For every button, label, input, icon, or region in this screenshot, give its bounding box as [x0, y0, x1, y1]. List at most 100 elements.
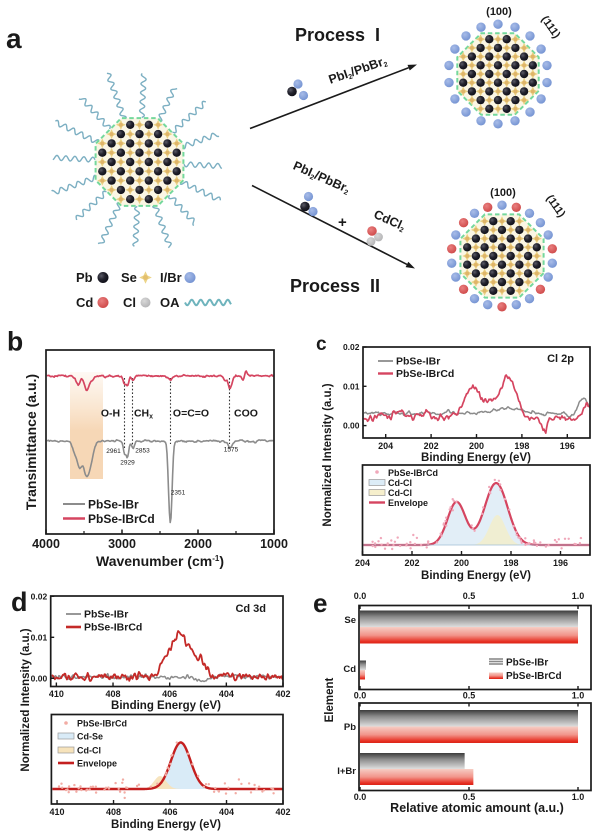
svg-text:O=C=O: O=C=O: [173, 408, 209, 420]
svg-text:Transimittance (a.u.): Transimittance (a.u.): [23, 374, 39, 510]
svg-text:Relative atomic amount (a.u.): Relative atomic amount (a.u.): [390, 801, 564, 815]
svg-text:Cd-Cl: Cd-Cl: [77, 746, 101, 756]
svg-text:COO: COO: [234, 408, 258, 420]
svg-text:a: a: [6, 23, 22, 54]
svg-text:PbSe-IBr: PbSe-IBr: [506, 658, 548, 669]
svg-text:1.0: 1.0: [572, 591, 585, 601]
svg-text:O-H: O-H: [101, 408, 120, 420]
svg-text:408: 408: [106, 689, 121, 699]
svg-text:0.00: 0.00: [343, 421, 360, 431]
svg-text:198: 198: [514, 441, 529, 451]
svg-text:204: 204: [355, 558, 370, 568]
svg-text:(111): (111): [539, 14, 563, 41]
svg-text:Normalized Intensity (a.u.): Normalized Intensity (a.u.): [322, 383, 334, 526]
svg-text:2351: 2351: [171, 490, 186, 497]
svg-text:0.01: 0.01: [31, 632, 48, 642]
svg-text:406: 406: [163, 807, 178, 817]
svg-text:200: 200: [454, 558, 469, 568]
svg-text:202: 202: [404, 558, 419, 568]
svg-text:OA: OA: [160, 295, 180, 310]
svg-text:0.5: 0.5: [463, 792, 476, 802]
svg-text:Cl 2p: Cl 2p: [547, 353, 574, 365]
svg-text:0.02: 0.02: [343, 342, 360, 352]
svg-text:Element: Element: [324, 677, 336, 722]
svg-text:2961: 2961: [106, 448, 121, 455]
svg-text:PbI2/PbBr2: PbI2/PbBr2: [327, 54, 389, 88]
svg-text:e: e: [313, 588, 327, 618]
svg-text:Cd: Cd: [76, 295, 93, 310]
svg-text:402: 402: [275, 807, 290, 817]
svg-text:Envelope: Envelope: [77, 759, 117, 769]
svg-text:PbSe-IBrCd: PbSe-IBrCd: [88, 512, 155, 526]
svg-text:PbSe-IBr: PbSe-IBr: [88, 498, 139, 512]
svg-text:3000: 3000: [108, 537, 136, 551]
svg-text:Cd-Cl: Cd-Cl: [388, 488, 412, 498]
svg-text:Cd-Cl: Cd-Cl: [388, 478, 412, 488]
svg-text:c: c: [316, 334, 327, 355]
svg-text:PbSe-IBrCd: PbSe-IBrCd: [506, 671, 562, 682]
svg-text:1000: 1000: [260, 537, 288, 551]
svg-text:2000: 2000: [184, 537, 212, 551]
svg-text:406: 406: [162, 689, 177, 699]
svg-text:4000: 4000: [32, 537, 60, 551]
svg-text:0.0: 0.0: [354, 792, 367, 802]
svg-text:196: 196: [560, 441, 575, 451]
svg-text:(111): (111): [544, 193, 568, 220]
svg-text:Cl: Cl: [123, 295, 136, 310]
svg-text:0.5: 0.5: [463, 691, 476, 701]
svg-text:0.01: 0.01: [343, 381, 360, 391]
svg-text:1.0: 1.0: [572, 792, 585, 802]
svg-text:410: 410: [49, 689, 64, 699]
svg-text:PbSe-IBrCd: PbSe-IBrCd: [396, 368, 454, 380]
svg-text:204: 204: [378, 441, 393, 451]
svg-text:(100): (100): [486, 6, 512, 18]
svg-text:Se: Se: [344, 615, 356, 626]
svg-text:0.0: 0.0: [354, 691, 367, 701]
svg-text:+: +: [338, 214, 347, 231]
svg-text:0.5: 0.5: [463, 591, 476, 601]
svg-text:Binding Energy (eV): Binding Energy (eV): [111, 819, 221, 831]
svg-text:Cd-Se: Cd-Se: [77, 732, 103, 742]
svg-text:Se: Se: [121, 270, 137, 285]
svg-text:202: 202: [424, 441, 439, 451]
svg-text:Process I: Process I: [295, 25, 380, 45]
svg-text:0.02: 0.02: [31, 591, 48, 601]
svg-text:Wavenumber (cm-1): Wavenumber (cm-1): [96, 553, 224, 569]
svg-text:PbSe-IBrCd: PbSe-IBrCd: [77, 719, 127, 729]
svg-text:PbSe-IBr: PbSe-IBr: [396, 356, 440, 368]
svg-text:PbSe-IBrCd: PbSe-IBrCd: [84, 622, 142, 634]
svg-text:404: 404: [219, 689, 234, 699]
svg-text:Pb: Pb: [344, 722, 356, 733]
svg-text:(100): (100): [490, 187, 516, 199]
svg-text:0.00: 0.00: [31, 673, 48, 683]
svg-text:402: 402: [275, 689, 290, 699]
svg-text:Cd 3d: Cd 3d: [235, 603, 266, 615]
svg-text:PbSe-IBrCd: PbSe-IBrCd: [388, 468, 438, 478]
svg-text:408: 408: [106, 807, 121, 817]
svg-text:PbSe-IBr: PbSe-IBr: [84, 609, 128, 621]
svg-text:I+Br: I+Br: [337, 766, 356, 777]
svg-text:Binding Energy (eV): Binding Energy (eV): [421, 570, 531, 582]
svg-text:Envelope: Envelope: [388, 498, 428, 508]
svg-text:2853: 2853: [135, 448, 150, 455]
svg-text:Binding Energy (eV): Binding Energy (eV): [111, 700, 221, 712]
svg-text:200: 200: [469, 441, 484, 451]
svg-text:1.0: 1.0: [572, 691, 585, 701]
svg-text:1575: 1575: [224, 447, 239, 454]
svg-text:198: 198: [503, 558, 518, 568]
svg-text:404: 404: [219, 807, 234, 817]
svg-text:Normalized Intensity (a.u.): Normalized Intensity (a.u.): [20, 628, 32, 771]
svg-text:CHx: CHx: [134, 408, 153, 421]
svg-text:Pb: Pb: [76, 270, 93, 285]
svg-text:PbI2/PbBr2: PbI2/PbBr2: [291, 159, 353, 197]
svg-text:I/Br: I/Br: [160, 270, 182, 285]
svg-text:Cd: Cd: [343, 664, 356, 675]
svg-text:0.0: 0.0: [354, 591, 367, 601]
svg-text:196: 196: [553, 558, 568, 568]
svg-text:Binding Energy (eV): Binding Energy (eV): [421, 452, 531, 464]
svg-text:410: 410: [50, 807, 65, 817]
svg-text:Process II: Process II: [290, 276, 380, 296]
svg-text:2929: 2929: [120, 460, 135, 467]
svg-text:d: d: [11, 587, 28, 617]
svg-text:b: b: [7, 327, 23, 357]
